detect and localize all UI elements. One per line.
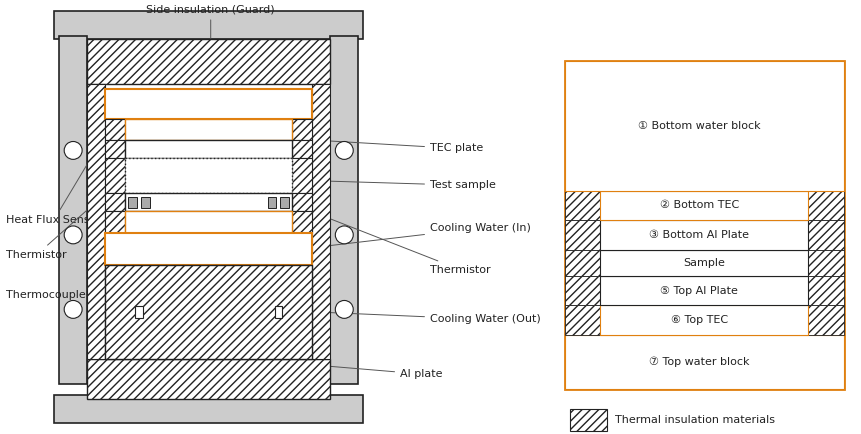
Bar (87, 359, 330, 399)
Bar (274, 306, 282, 319)
Bar (292, 211, 312, 233)
Bar (564, 61, 843, 191)
Bar (807, 250, 843, 276)
Bar (564, 335, 843, 389)
Bar (564, 276, 600, 305)
Text: ⑦ Top water block: ⑦ Top water block (648, 357, 748, 367)
Bar (125, 211, 292, 233)
Text: Thermistor: Thermistor (6, 205, 93, 260)
Circle shape (64, 300, 82, 319)
Bar (87, 84, 105, 359)
Bar (105, 118, 125, 141)
Text: Test sample: Test sample (139, 173, 495, 190)
Text: Sample: Sample (683, 258, 724, 268)
Circle shape (64, 226, 82, 244)
Text: Thermistor: Thermistor (291, 203, 490, 275)
Bar (564, 220, 600, 250)
Bar (600, 220, 807, 250)
Text: ⑥ Top TEC: ⑥ Top TEC (670, 315, 727, 325)
Bar (564, 305, 600, 335)
Bar (54, 395, 362, 423)
Text: ① Bottom water block: ① Bottom water block (637, 121, 759, 131)
Bar (105, 233, 312, 265)
Circle shape (64, 141, 82, 159)
Bar (141, 197, 150, 208)
Bar (312, 84, 330, 359)
Text: Side insulation (Guard): Side insulation (Guard) (146, 4, 275, 57)
Bar (105, 158, 125, 193)
Bar (105, 211, 125, 233)
Bar (54, 11, 362, 39)
Circle shape (335, 226, 353, 244)
Bar (569, 409, 607, 431)
Bar (127, 197, 137, 208)
Circle shape (335, 300, 353, 319)
Bar (125, 193, 292, 211)
Bar (267, 197, 276, 208)
Bar (105, 193, 125, 211)
Bar (292, 141, 312, 158)
Text: Heat Flux Sensor: Heat Flux Sensor (6, 153, 102, 225)
Bar (564, 191, 600, 220)
Bar (292, 118, 312, 141)
Text: ② Bottom TEC: ② Bottom TEC (659, 200, 738, 210)
Bar (59, 36, 87, 384)
Bar (564, 250, 600, 276)
Bar (105, 141, 125, 158)
Bar (807, 220, 843, 250)
Text: ⑤ Top Al Plate: ⑤ Top Al Plate (660, 286, 737, 296)
Bar (807, 276, 843, 305)
Bar (280, 197, 289, 208)
Bar (600, 305, 807, 335)
Bar (807, 305, 843, 335)
Bar (600, 250, 807, 276)
Text: Cooling Water (In): Cooling Water (In) (306, 223, 530, 250)
Bar (292, 158, 312, 193)
Bar (292, 193, 312, 211)
Text: TEC plate: TEC plate (139, 128, 483, 154)
Bar (600, 191, 807, 220)
Bar (564, 61, 843, 389)
Text: ③ Bottom Al Plate: ③ Bottom Al Plate (648, 230, 748, 240)
Text: Al plate: Al plate (128, 348, 442, 379)
Bar (105, 265, 312, 359)
Bar (330, 36, 358, 384)
Bar (600, 276, 807, 305)
Bar (125, 158, 292, 193)
Bar (87, 39, 330, 84)
Text: Thermocouple: Thermocouple (6, 207, 98, 299)
Bar (105, 89, 312, 118)
Bar (125, 118, 292, 141)
Circle shape (335, 141, 353, 159)
Text: Thermal insulation materials: Thermal insulation materials (615, 415, 775, 425)
Bar (135, 306, 143, 319)
Bar (807, 191, 843, 220)
Bar (125, 141, 292, 158)
Text: Cooling Water (Out): Cooling Water (Out) (306, 309, 540, 324)
